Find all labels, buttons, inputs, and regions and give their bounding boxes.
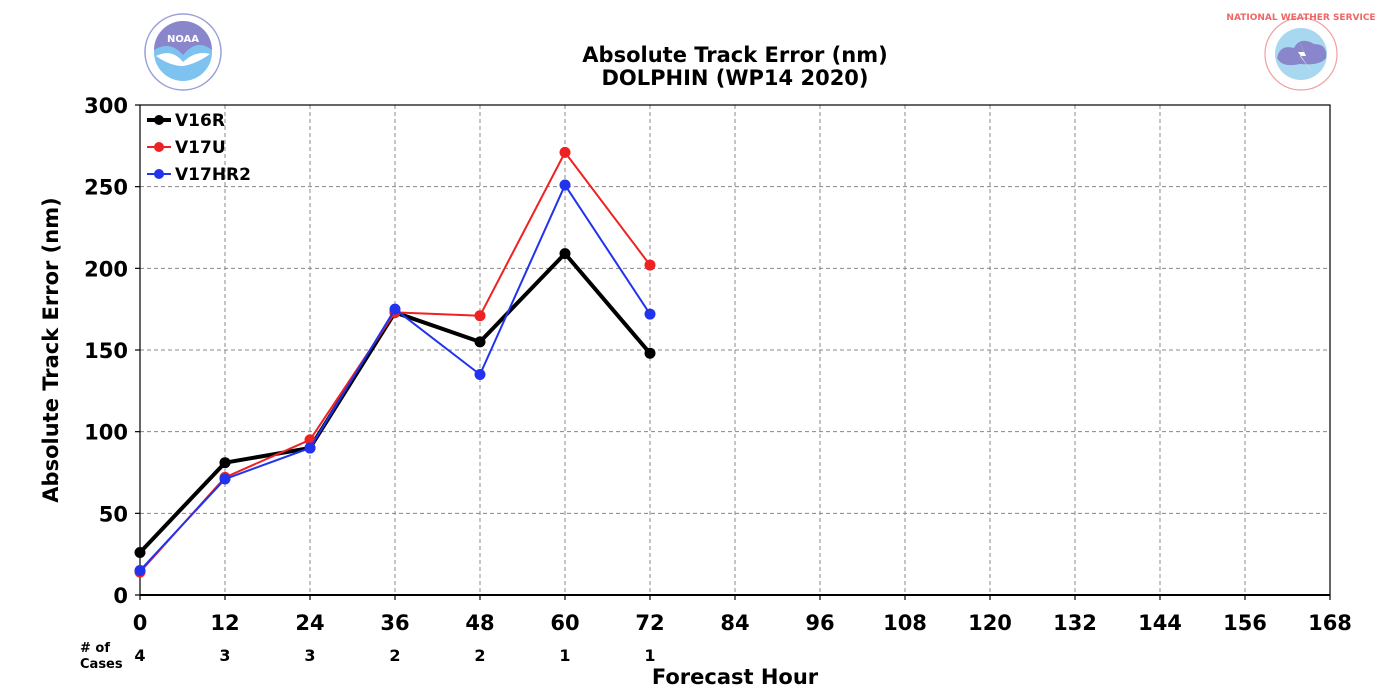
x-tick-label-24: 24 xyxy=(295,611,324,635)
cases-count-24: 3 xyxy=(304,646,315,665)
cases-count-0: 4 xyxy=(134,646,145,665)
x-tick-label-48: 48 xyxy=(465,611,494,635)
x-tick-label-156: 156 xyxy=(1223,611,1267,635)
series-v17hr2 xyxy=(134,179,656,576)
y-axis-label: Absolute Track Error (nm) xyxy=(39,197,63,502)
y-tick-label-150: 150 xyxy=(84,339,128,363)
cases-count-72: 1 xyxy=(644,646,655,665)
noaa-logo-text: NOAA xyxy=(167,34,199,45)
legend-marker-v17hr2 xyxy=(154,169,164,179)
data-point-v16r-0 xyxy=(134,547,146,559)
legend: V16R V17U V17HR2 xyxy=(147,111,251,185)
grid xyxy=(140,105,1330,595)
data-point-v17u-60 xyxy=(559,146,571,158)
legend-marker-v16r xyxy=(154,115,164,125)
legend-marker-v17u xyxy=(154,142,164,152)
x-tick-label-60: 60 xyxy=(550,611,579,635)
y-tick-label-300: 300 xyxy=(84,94,128,118)
x-tick-label-96: 96 xyxy=(805,611,834,635)
x-tick-label-144: 144 xyxy=(1138,611,1182,635)
cases-count-12: 3 xyxy=(219,646,230,665)
y-tick-label-100: 100 xyxy=(84,421,128,445)
data-point-v17hr2-72 xyxy=(644,308,656,320)
cases-label-line1: # of xyxy=(80,641,110,656)
data-point-v17u-72 xyxy=(644,259,656,271)
y-tick-label-0: 0 xyxy=(113,584,128,608)
x-tick-label-36: 36 xyxy=(380,611,409,635)
y-tick-label-200: 200 xyxy=(84,257,128,281)
data-point-v17hr2-12 xyxy=(219,473,231,485)
legend-label-v17hr2: V17HR2 xyxy=(175,165,251,185)
nws-logo: NATIONAL WEATHER SERVICE xyxy=(1226,13,1376,91)
x-tick-label-120: 120 xyxy=(968,611,1012,635)
y-tick-label-250: 250 xyxy=(84,176,128,200)
x-tick-label-132: 132 xyxy=(1053,611,1097,635)
cases-count-60: 1 xyxy=(559,646,570,665)
chart-title: Absolute Track Error (nm) xyxy=(582,43,887,67)
x-axis-label: Forecast Hour xyxy=(652,665,819,689)
data-point-v16r-48 xyxy=(474,336,486,348)
nws-logo-text: NATIONAL WEATHER SERVICE xyxy=(1226,13,1375,23)
x-axis-ticks: 0 12 24 36 48 60 72 84 96 108 120 132 144 156 168 xyxy=(133,595,1352,635)
chart-subtitle: DOLPHIN (WP14 2020) xyxy=(601,66,868,90)
data-point-v16r-60 xyxy=(559,248,571,260)
y-axis-ticks: 0 50 100 150 200 250 300 xyxy=(84,94,140,608)
data-point-v17hr2-60 xyxy=(559,179,571,191)
x-tick-label-72: 72 xyxy=(635,611,664,635)
x-tick-label-108: 108 xyxy=(883,611,927,635)
data-point-v17hr2-48 xyxy=(474,369,486,380)
x-tick-label-84: 84 xyxy=(720,611,749,635)
series-layer xyxy=(134,146,656,578)
cases-row: 4 3 3 2 2 1 1 xyxy=(134,646,655,665)
cases-label-line2: Cases xyxy=(80,657,123,672)
x-tick-label-168: 168 xyxy=(1308,611,1352,635)
data-point-v16r-12 xyxy=(219,457,231,469)
series-line-v17u xyxy=(139,151,651,573)
x-tick-label-0: 0 xyxy=(133,611,148,635)
cases-count-48: 2 xyxy=(474,646,485,665)
legend-label-v16r: V16R xyxy=(175,111,225,131)
data-point-v17hr2-24 xyxy=(304,442,316,454)
data-point-v17u-48 xyxy=(474,310,486,322)
legend-label-v17u: V17U xyxy=(175,138,226,158)
data-point-v17hr2-0 xyxy=(134,565,146,576)
y-tick-label-50: 50 xyxy=(99,502,128,526)
data-point-v16r-72 xyxy=(644,347,656,359)
cases-count-36: 2 xyxy=(389,646,400,665)
x-tick-label-12: 12 xyxy=(210,611,239,635)
noaa-logo: NOAA xyxy=(144,13,222,91)
data-point-v17hr2-36 xyxy=(389,303,401,315)
